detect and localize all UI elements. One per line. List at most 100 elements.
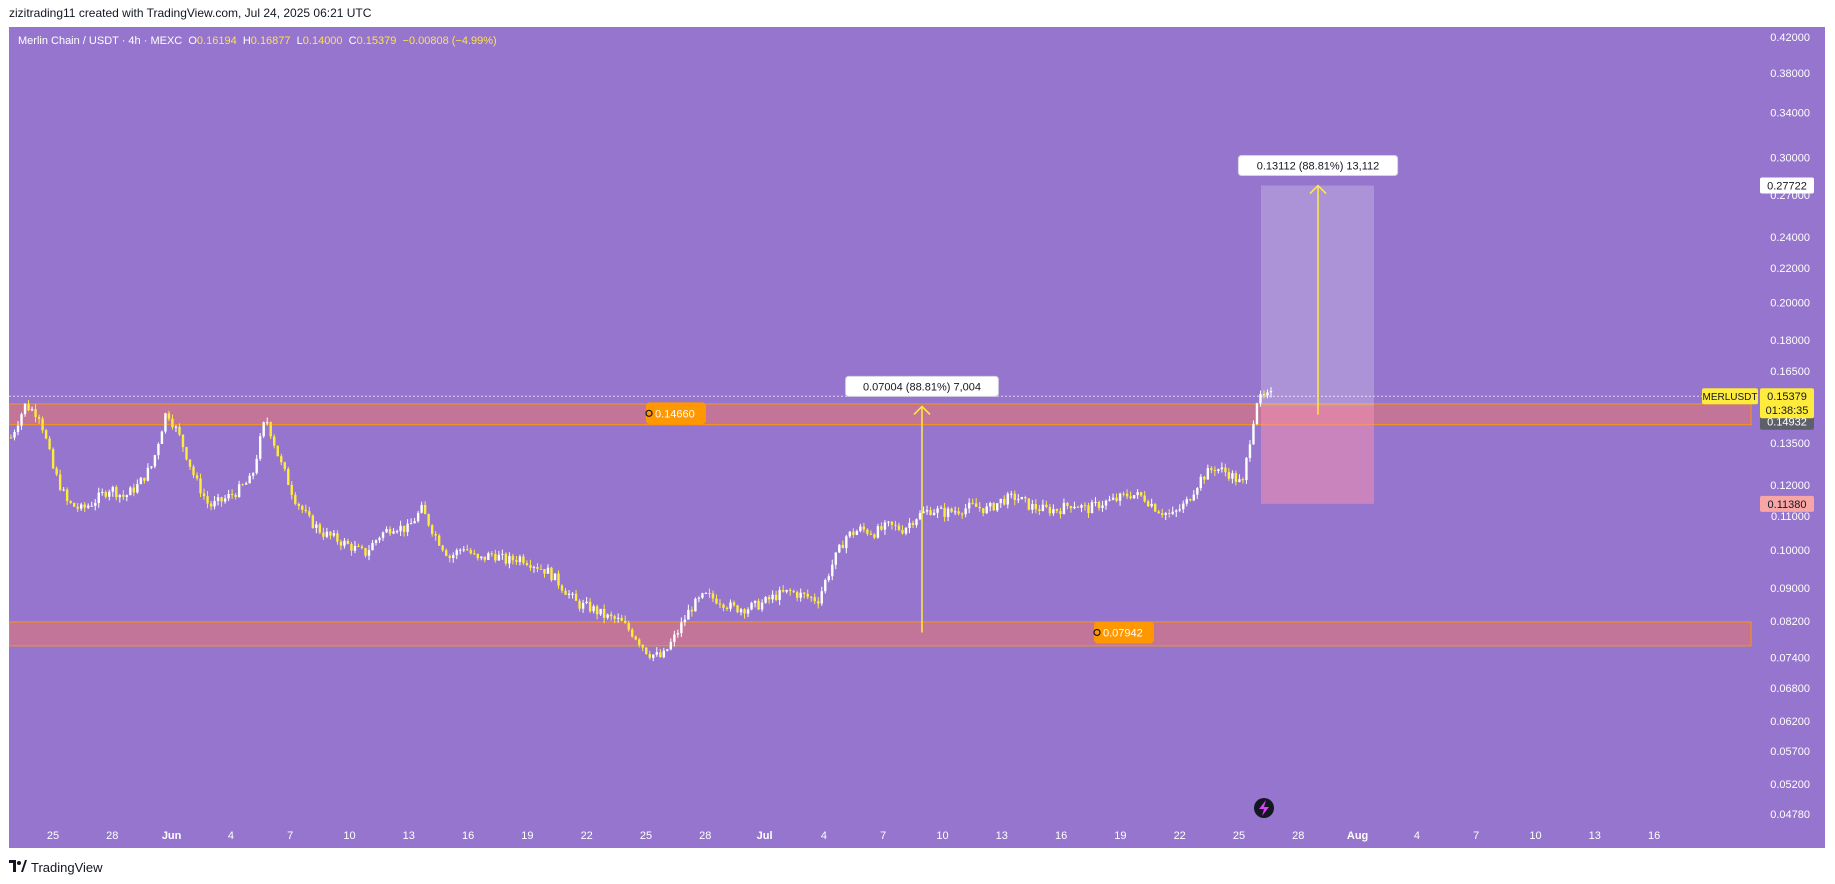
candle-body <box>795 592 799 598</box>
candle-body <box>251 473 255 476</box>
candle-body <box>1038 509 1041 511</box>
candle-body <box>585 601 588 603</box>
candle-body <box>539 568 543 570</box>
candle-body <box>964 508 967 515</box>
x-tick-label: 7 <box>287 830 293 842</box>
candle-body <box>1241 479 1245 481</box>
candle-body <box>13 431 16 438</box>
candle-body <box>202 493 206 497</box>
candle-body <box>957 511 960 514</box>
time-axis[interactable]: 25 28 Jun 4 7 10 13 16 19 22 25 28 Jul 4 7 10 13 16 19 22 25… <box>47 830 1660 842</box>
candle-body <box>655 652 658 655</box>
candle-body <box>925 510 929 512</box>
candle-body <box>146 467 150 481</box>
candle-body <box>462 549 465 551</box>
candle-body <box>1259 394 1262 404</box>
candle-body <box>1024 496 1027 499</box>
y-tick-label: 0.12000 <box>1770 480 1810 492</box>
candle-body <box>297 503 300 506</box>
flash-icon[interactable] <box>1254 798 1274 818</box>
candle-body <box>852 531 855 535</box>
candle-body <box>901 529 904 534</box>
candle-body <box>824 580 827 592</box>
candle-body <box>280 456 283 463</box>
candle-body <box>841 544 845 549</box>
candle-body <box>122 494 125 497</box>
candle-body <box>459 549 462 551</box>
candle-body <box>51 449 55 469</box>
candle-body <box>1020 496 1024 500</box>
candle-body <box>680 622 683 634</box>
candle-body <box>662 650 666 658</box>
x-tick-label: 19 <box>1114 830 1126 842</box>
candle-body <box>336 533 339 542</box>
candle-body <box>104 491 107 497</box>
candle-body <box>174 426 178 428</box>
candle-body <box>136 484 139 493</box>
y-tick-label: 0.16500 <box>1770 366 1810 378</box>
candle-body <box>1227 472 1231 479</box>
candle-body <box>1203 476 1206 480</box>
candle-body <box>564 590 567 595</box>
candle-body <box>813 597 816 602</box>
candle-body <box>659 652 662 658</box>
candle-body <box>620 617 623 621</box>
candle-body <box>953 511 957 513</box>
candle-body <box>1262 394 1266 396</box>
candle-body <box>974 503 978 507</box>
candle-body <box>978 506 981 509</box>
chart-area[interactable]: 0.07004 (88.81%) 7,004 0.13112 (88.81%) 1… <box>8 27 1825 848</box>
candle-body <box>69 500 72 503</box>
candle-body <box>381 532 385 538</box>
candle-body <box>79 504 83 509</box>
candle-body <box>452 555 455 559</box>
candle-body <box>960 513 964 515</box>
candle-body <box>536 566 539 569</box>
candle-body <box>1160 513 1164 515</box>
x-tick-label: 10 <box>343 830 355 842</box>
candle-body <box>929 510 932 515</box>
candle-body <box>820 591 823 604</box>
candle-body <box>557 573 560 586</box>
candle-body <box>757 600 760 610</box>
legend-close-label: C <box>348 35 357 47</box>
y-tick-label: 0.08200 <box>1770 616 1810 628</box>
measure-label-box-0 <box>845 375 999 397</box>
candle-body <box>739 609 743 613</box>
candle-body <box>866 529 869 534</box>
measure-label-1: 0.13112 (88.81%) 13,112 <box>1257 161 1380 173</box>
candle-body <box>729 602 732 609</box>
candle-body <box>1157 511 1160 514</box>
x-tick-label: 7 <box>1473 830 1479 842</box>
candle-body <box>244 483 248 485</box>
candle-body <box>1255 403 1259 424</box>
legend-high-value: 0.16877 <box>250 35 291 47</box>
candle-body <box>855 531 859 535</box>
candle-body <box>213 500 216 507</box>
measurement-tools[interactable]: 0.07004 (88.81%) 7,004 0.13112 (88.81%) 1… <box>645 155 1399 644</box>
candle-body <box>258 436 262 459</box>
x-tick-label: 13 <box>1589 830 1601 842</box>
candle-body <box>87 505 90 508</box>
tradingview-logo-icon[interactable] <box>9 859 27 875</box>
legend-low-value: 0.14000 <box>302 35 343 47</box>
candle-body <box>48 438 51 450</box>
candle-body <box>16 425 20 432</box>
candle-body <box>708 592 711 594</box>
candle-body <box>353 545 357 551</box>
candle-body <box>1087 505 1090 514</box>
candle-body <box>171 418 174 428</box>
zone-1 <box>8 621 1752 647</box>
price-chart[interactable]: 0.07004 (88.81%) 7,004 0.13112 (88.81%) 1… <box>8 27 1825 848</box>
measure-label-box-1 <box>1237 155 1399 177</box>
x-tick-label: 13 <box>403 830 415 842</box>
current-price-tag: 0.15379 <box>1767 391 1807 403</box>
candle-body <box>1175 510 1178 512</box>
x-tick-label: 4 <box>821 830 827 842</box>
candle-body <box>999 498 1002 504</box>
candle-body <box>932 512 936 515</box>
candle-body <box>62 489 65 491</box>
candle-body <box>160 431 164 444</box>
candle-body <box>848 531 852 537</box>
candle-body <box>525 563 529 565</box>
